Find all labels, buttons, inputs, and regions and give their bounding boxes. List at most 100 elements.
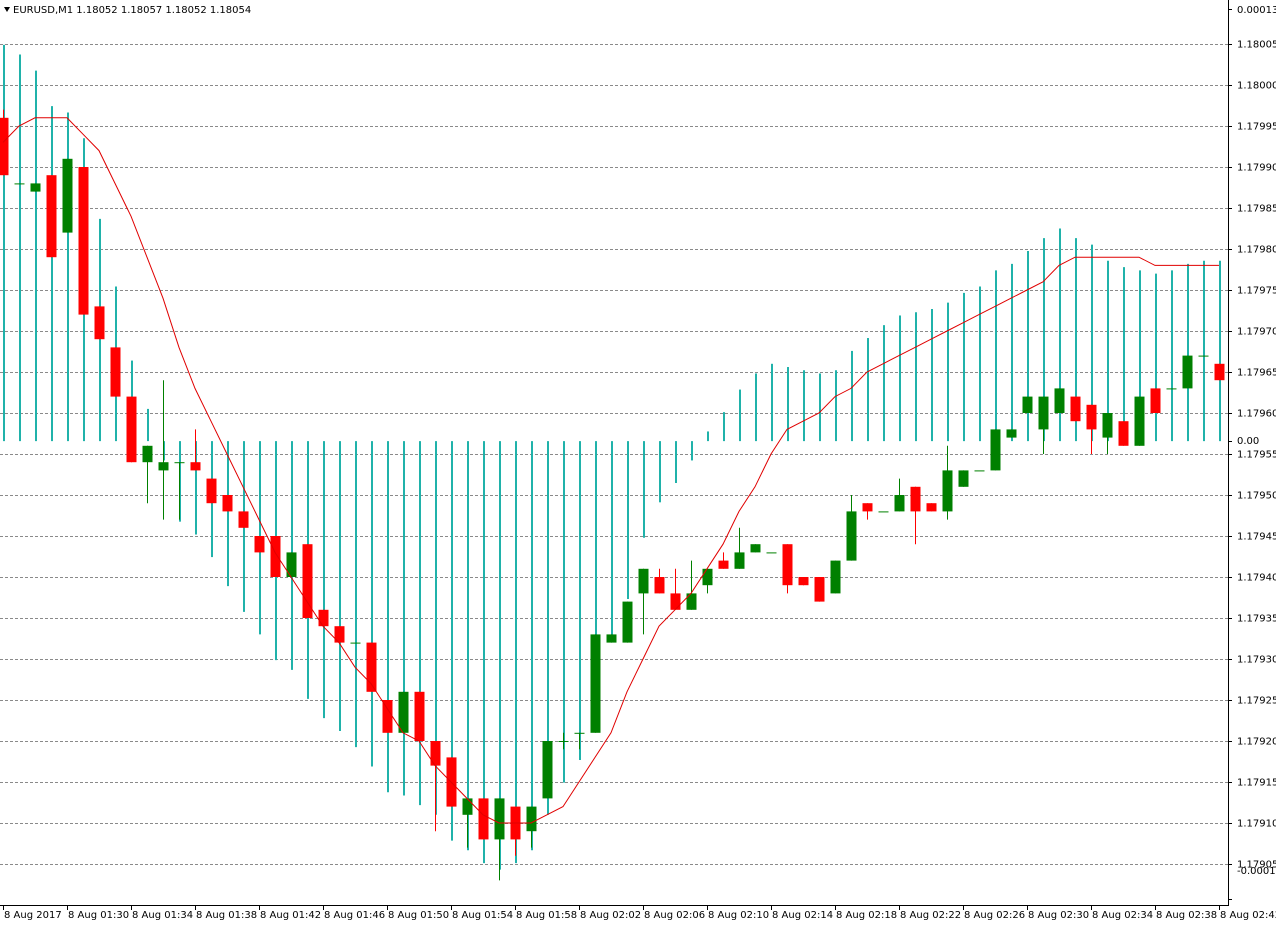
candle-body (222, 495, 233, 512)
candle-body (0, 117, 9, 176)
candle-body (878, 511, 889, 513)
y-tick-label: 1.17905 (1237, 860, 1276, 871)
x-tick-label: 8 Aug 02:34 (1092, 910, 1153, 921)
candle-body (1166, 388, 1177, 390)
candle-body (494, 798, 505, 840)
x-tick-label: 8 Aug 01:34 (132, 910, 193, 921)
candle-body (862, 503, 873, 512)
candle-body (654, 577, 665, 594)
candle-body (1118, 421, 1129, 446)
candle-body (254, 536, 265, 553)
candle-body (430, 741, 441, 766)
y-tick-label: 1.17955 (1237, 450, 1276, 461)
y2-tick-label: 0.00 (1237, 436, 1259, 447)
candle-body (142, 445, 153, 463)
candle-body (1134, 396, 1145, 446)
y-tick-label: 1.17975 (1237, 286, 1276, 297)
candle-body (206, 478, 217, 504)
y-tick-label: 1.18000 (1237, 81, 1276, 92)
candle-body (14, 183, 25, 185)
y-tick-label: 1.17910 (1237, 819, 1276, 830)
x-tick-label: 8 Aug 02:14 (772, 910, 833, 921)
candle-body (158, 462, 169, 471)
symbol-menu-icon[interactable] (4, 7, 10, 12)
candle-body (814, 577, 825, 602)
candle-body (78, 167, 89, 315)
candle-body (398, 691, 409, 733)
y-tick-label: 1.17960 (1237, 409, 1276, 420)
x-tick-label: 8 Aug 01:58 (516, 910, 577, 921)
x-tick-label: 8 Aug 2017 (4, 910, 62, 921)
candle-body (846, 511, 857, 561)
candle-body (1070, 396, 1081, 422)
candle-body (1006, 429, 1017, 438)
candle-body (94, 306, 105, 340)
candle-body (478, 798, 489, 840)
y2-tick-label: 0.000134 (1237, 5, 1276, 16)
candle-body (750, 544, 761, 553)
y-tick-label: 1.17980 (1237, 245, 1276, 256)
x-tick-label: 8 Aug 02:06 (644, 910, 705, 921)
x-tick-label: 8 Aug 01:30 (68, 910, 129, 921)
candle-body (766, 552, 777, 554)
x-tick-label: 8 Aug 02:10 (708, 910, 769, 921)
candle-body (350, 642, 361, 644)
candle-body (46, 175, 57, 258)
y-tick-label: 1.17925 (1237, 696, 1276, 707)
candle-body (1214, 363, 1225, 381)
x-tick-label: 8 Aug 01:38 (196, 910, 257, 921)
chart-title: EURUSD,M1 1.18052 1.18057 1.18052 1.1805… (13, 5, 251, 16)
y-tick-label: 1.17970 (1237, 327, 1276, 338)
candle-body (606, 634, 617, 643)
y-tick-label: 1.17935 (1237, 614, 1276, 625)
x-tick-label: 8 Aug 02:26 (964, 910, 1025, 921)
candle-body (126, 396, 137, 463)
candle-body (462, 798, 473, 815)
candle-body (590, 634, 601, 733)
candle-body (574, 732, 585, 734)
y2-tick-label: -0.000142 (1237, 866, 1276, 877)
candle-body (30, 183, 41, 192)
candle-body (334, 626, 345, 643)
candle-body (1198, 355, 1209, 357)
y-tick-label: 1.17930 (1237, 655, 1276, 666)
x-tick-label: 8 Aug 02:38 (1156, 910, 1217, 921)
candle-body (910, 486, 921, 512)
candle-body (270, 536, 281, 577)
candle-body (718, 560, 729, 569)
candle-body (942, 470, 953, 512)
candle-body (382, 700, 393, 733)
y-tick-label: 1.17965 (1237, 368, 1276, 379)
candle-body (782, 544, 793, 586)
x-tick-label: 8 Aug 01:46 (324, 910, 385, 921)
candle-body (686, 593, 697, 610)
y-tick-label: 1.17985 (1237, 204, 1276, 215)
x-tick-label: 8 Aug 02:02 (580, 910, 641, 921)
candle-body (894, 495, 905, 512)
moving-average-line (2, 117, 1219, 824)
x-tick-label: 8 Aug 01:54 (452, 910, 513, 921)
candle-body (110, 347, 121, 397)
candle-body (622, 601, 633, 643)
candle-body (958, 470, 969, 487)
y-tick-label: 1.17915 (1237, 778, 1276, 789)
candle-body (302, 544, 313, 618)
y-tick-label: 1.17940 (1237, 573, 1276, 584)
candle-body (638, 568, 649, 594)
y-tick-label: 1.17995 (1237, 122, 1276, 133)
candle-body (990, 429, 1001, 471)
candle-body (526, 806, 537, 832)
candle-body (670, 593, 681, 610)
y-tick-label: 1.17950 (1237, 491, 1276, 502)
candle-body (1102, 413, 1113, 438)
candle-body (1086, 404, 1097, 430)
candle-body (1150, 388, 1161, 413)
candle-body (558, 741, 569, 742)
candle-body (798, 577, 809, 586)
candle-body (702, 568, 713, 586)
candle-body (926, 503, 937, 512)
x-tick-label: 8 Aug 02:42 (1220, 910, 1276, 921)
candle-body (366, 642, 377, 692)
candle-body (414, 691, 425, 741)
